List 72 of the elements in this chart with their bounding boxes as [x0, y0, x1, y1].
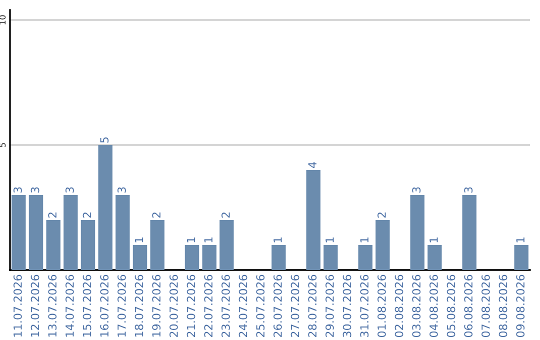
x-tick-label: 30.07.2026: [342, 274, 352, 337]
bar: [80, 220, 96, 270]
x-tick-label: 21.07.2026: [186, 274, 196, 337]
data-label: 1: [516, 237, 524, 242]
x-tick-label: 12.07.2026: [30, 274, 40, 337]
x-tick-label: 22.07.2026: [204, 274, 213, 337]
x-tick-label: 23.07.2026: [221, 274, 230, 337]
data-label: 2: [152, 212, 160, 218]
bar: [28, 195, 44, 270]
data-label: 3: [464, 187, 473, 193]
x-tick-label: 07.08.2026: [481, 274, 490, 338]
data-label: 2: [377, 212, 386, 218]
bar: [202, 245, 216, 270]
x-tick-label: 29.07.2026: [325, 274, 334, 337]
x-tick-label: 11.07.2026: [13, 274, 22, 337]
x-tick-label: 08.08.2026: [498, 274, 508, 338]
data-label: 2: [221, 212, 230, 218]
data-label: 3: [30, 187, 40, 193]
data-label: 1: [360, 237, 368, 242]
x-tick-label: 18.07.2026: [134, 274, 144, 337]
data-label: 1: [326, 237, 334, 242]
x-tick-label: 16.07.2026: [100, 274, 109, 337]
data-label: 5: [100, 137, 109, 143]
bar: [184, 245, 200, 270]
bar: [514, 245, 528, 270]
data-label: 1: [186, 237, 196, 242]
data-label: 1: [134, 237, 144, 242]
x-tick-label: 09.08.2026: [516, 274, 525, 338]
x-tick-label: 28.07.2026: [308, 274, 317, 337]
x-tick-label: 24.07.2026: [238, 274, 248, 337]
x-tick-label: 06.08.2026: [464, 274, 473, 338]
x-tick-label: 17.07.2026: [117, 274, 126, 337]
x-tick-label: 27.07.2026: [290, 274, 300, 337]
bar: [272, 245, 286, 270]
x-tick-label: 15.07.2026: [82, 274, 92, 337]
x-tick-label: 05.08.2026: [446, 274, 456, 338]
bar: [64, 195, 78, 270]
x-tick-label: 20.07.2026: [169, 274, 178, 337]
bar: [220, 220, 234, 270]
data-label: 1: [430, 237, 438, 242]
bar: [358, 245, 372, 270]
x-tick-label: 02.08.2026: [394, 274, 404, 338]
x-tick-label: 01.08.2026: [377, 274, 386, 338]
data-label: 2: [82, 212, 92, 218]
x-tick-label: 31.07.2026: [360, 274, 369, 337]
x-tick-label: 03.08.2026: [412, 274, 421, 338]
bar: [462, 195, 476, 270]
x-tick-label: 04.08.2026: [429, 274, 438, 338]
data-label: 3: [13, 187, 22, 193]
x-tick-label: 14.07.2026: [65, 274, 74, 337]
x-tick-label: 25.07.2026: [256, 274, 265, 337]
bar: [116, 195, 130, 270]
data-label: 1: [204, 237, 212, 242]
bar: [12, 195, 26, 270]
data-label: 2: [48, 212, 56, 218]
x-tick-label: 19.07.2026: [152, 274, 161, 337]
bar: [410, 195, 424, 270]
data-label: 3: [117, 187, 126, 193]
x-tick-label: 26.07.2026: [273, 274, 282, 337]
data-label: 3: [65, 187, 74, 193]
data-label: 4: [308, 162, 316, 168]
bar: [428, 245, 442, 270]
bar: [150, 220, 164, 270]
bar: [46, 220, 60, 270]
bar: [324, 245, 338, 270]
bar: [132, 245, 148, 270]
bar: [306, 170, 320, 270]
data-label: 1: [274, 237, 282, 242]
bar: [98, 145, 112, 270]
data-label: 3: [412, 187, 421, 193]
bar: [376, 220, 390, 270]
x-tick-label: 13.07.2026: [48, 274, 57, 337]
